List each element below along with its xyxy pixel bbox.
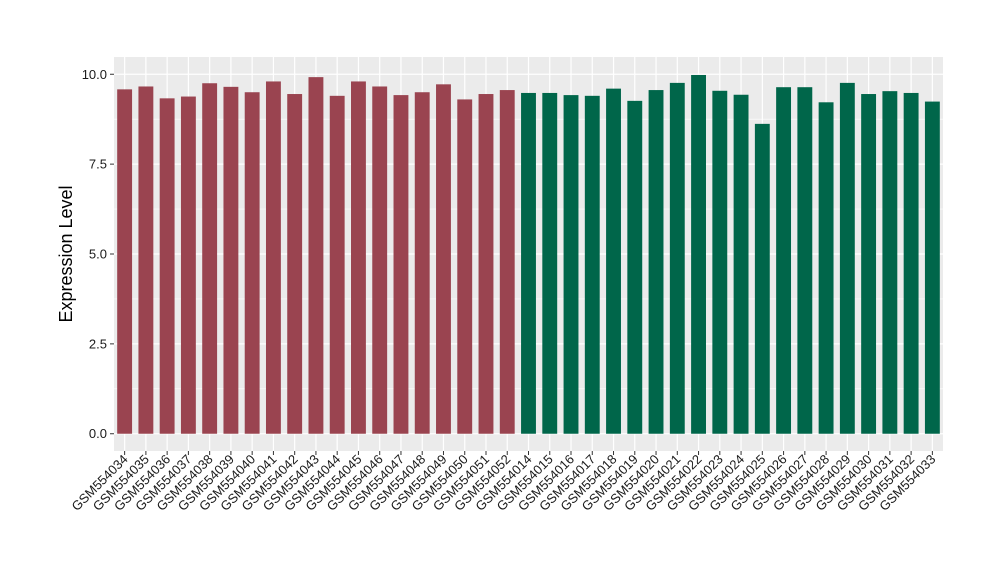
bar-GSM554022 bbox=[691, 74, 706, 434]
bar-GSM554020 bbox=[648, 90, 664, 434]
y-tick-label: 7.5 bbox=[89, 157, 107, 172]
bar-GSM554050 bbox=[457, 99, 473, 434]
bar-GSM554039 bbox=[223, 86, 239, 434]
bar-GSM554017 bbox=[584, 95, 600, 434]
bar-GSM554026 bbox=[776, 87, 792, 434]
bar-GSM554035 bbox=[138, 86, 154, 434]
bar-GSM554040 bbox=[244, 92, 260, 434]
bar-GSM554044 bbox=[329, 95, 345, 434]
y-axis: 0.0 2.5 5.0 7.5 10.0 bbox=[82, 67, 114, 441]
bar-GSM554047 bbox=[393, 95, 409, 434]
bar-GSM554038 bbox=[202, 83, 218, 434]
bar-GSM554024 bbox=[733, 94, 749, 434]
bar-GSM554037 bbox=[180, 96, 196, 434]
bar-GSM554027 bbox=[797, 87, 813, 434]
bar-GSM554016 bbox=[563, 95, 579, 434]
bar-GSM554048 bbox=[414, 92, 430, 434]
bar-GSM554034 bbox=[117, 89, 133, 434]
y-axis-label: Expression Level bbox=[56, 185, 76, 322]
bar-GSM554015 bbox=[542, 92, 558, 434]
bar-GSM554051 bbox=[478, 94, 494, 434]
bar-GSM554023 bbox=[712, 90, 728, 434]
bars bbox=[117, 74, 940, 434]
bar-GSM554025 bbox=[754, 123, 770, 434]
y-tick-label: 10.0 bbox=[82, 67, 107, 82]
bar-GSM554029 bbox=[839, 82, 855, 434]
bar-GSM554049 bbox=[436, 84, 451, 434]
bar-GSM554033 bbox=[924, 101, 940, 434]
bar-GSM554032 bbox=[903, 92, 919, 434]
bar-GSM554045 bbox=[351, 81, 366, 434]
bar-GSM554036 bbox=[159, 98, 175, 434]
y-tick-label: 0.0 bbox=[89, 426, 107, 441]
bar-GSM554018 bbox=[606, 88, 621, 434]
bar-GSM554043 bbox=[308, 77, 324, 434]
bar-GSM554031 bbox=[882, 91, 898, 434]
bar-GSM554052 bbox=[499, 90, 515, 434]
bar-GSM554014 bbox=[521, 92, 536, 434]
bar-GSM554019 bbox=[627, 100, 643, 434]
x-axis: GSM554034GSM554035GSM554036GSM554037GSM5… bbox=[69, 451, 938, 514]
bar-GSM554046 bbox=[372, 86, 388, 434]
bar-GSM554028 bbox=[818, 102, 834, 434]
bar-GSM554030 bbox=[861, 94, 877, 434]
bar-GSM554041 bbox=[265, 81, 281, 434]
y-tick-label: 5.0 bbox=[89, 247, 107, 262]
y-tick-label: 2.5 bbox=[89, 336, 107, 351]
bar-GSM554042 bbox=[287, 94, 303, 434]
bar-GSM554021 bbox=[669, 82, 685, 434]
